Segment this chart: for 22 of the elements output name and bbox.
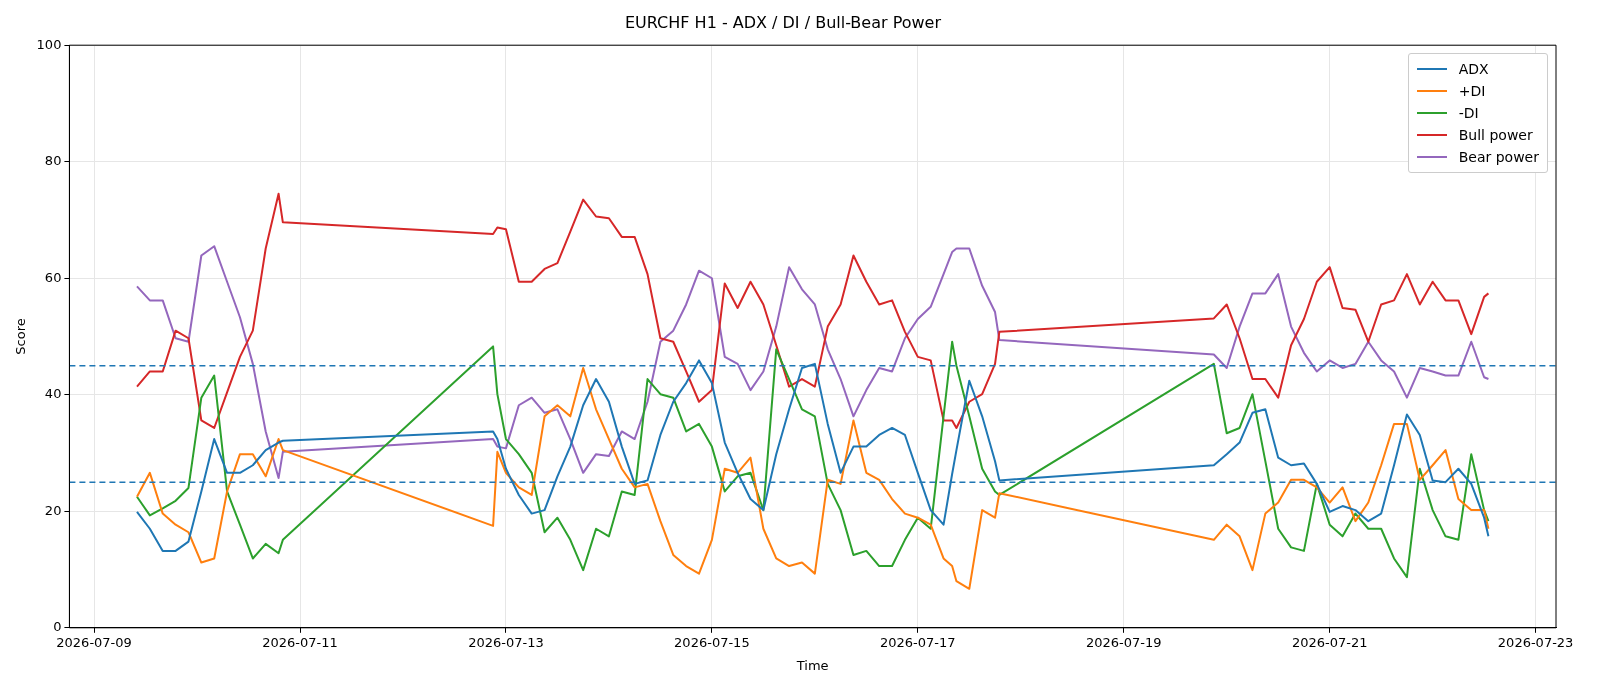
y-tick-label: 20 [44,502,62,518]
x-tick-label: 2026-07-17 [880,634,956,650]
x-tick-label: 2026-07-09 [56,634,132,650]
y-axis-title: Score [13,318,29,355]
y-tick-label: 80 [44,153,62,169]
x-axis-title: Time [795,657,829,673]
chart-title: EURCHF H1 - ADX / DI / Bull-Bear Power [624,12,942,32]
legend-label: +DI [1458,83,1486,100]
legend-label: ADX [1458,61,1489,78]
y-tick-label: 100 [36,36,62,52]
y-tick-label: 40 [44,386,62,402]
legend-label: Bear power [1458,149,1539,166]
x-tick-label: 2026-07-11 [262,634,338,650]
x-tick-label: 2026-07-23 [1497,634,1574,650]
y-tick-label: 0 [53,619,62,635]
x-tick-label: 2026-07-21 [1291,634,1368,650]
legend-label: -DI [1458,105,1479,122]
x-tick-label: 2026-07-15 [674,634,750,650]
x-tick-label: 2026-07-19 [1085,634,1162,650]
y-tick-label: 60 [44,269,62,285]
x-tick-label: 2026-07-13 [468,634,544,650]
legend-label: Bull power [1458,127,1533,144]
